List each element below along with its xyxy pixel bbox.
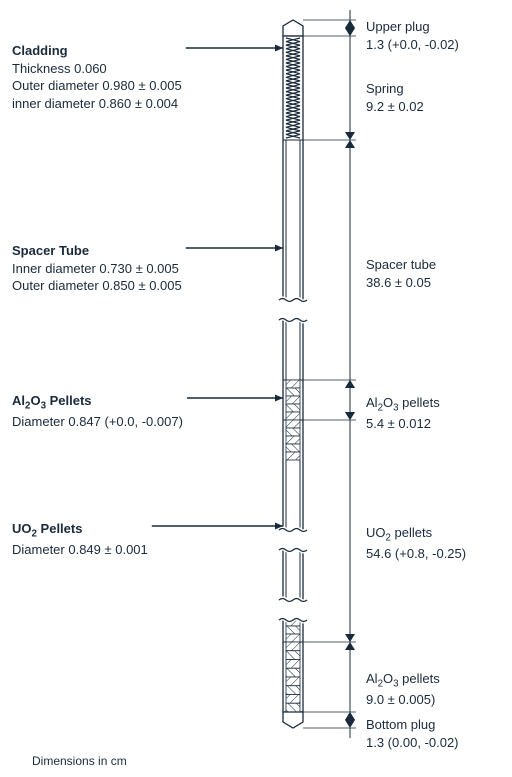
right-label-4-name: UO2 pellets — [366, 524, 466, 545]
left-label-3: UO2 PelletsDiameter 0.849 ± 0.001 — [12, 520, 148, 558]
right-label-3-value: 5.4 ± 0.012 — [366, 415, 440, 433]
right-label-3-name: Al2O3 pellets — [366, 394, 440, 415]
left-label-2: Al2O3 PelletsDiameter 0.847 (+0.0, -0.00… — [12, 392, 183, 430]
footnote: Dimensions in cm — [32, 754, 127, 768]
left-label-1: Spacer TubeInner diameter 0.730 ± 0.005O… — [12, 242, 182, 295]
right-label-6: Bottom plug1.3 (0.00, -0.02) — [366, 716, 459, 751]
right-label-0: Upper plug1.3 (+0.0, -0.02) — [366, 18, 459, 53]
right-label-2-value: 38.6 ± 0.05 — [366, 274, 436, 292]
right-label-5: Al2O3 pellets9.0 ± 0.005) — [366, 670, 440, 708]
left-label-0-line-2: inner diameter 0.860 ± 0.004 — [12, 95, 182, 113]
left-label-0-line-1: Outer diameter 0.980 ± 0.005 — [12, 77, 182, 95]
left-label-0-title: Cladding — [12, 42, 182, 60]
left-label-1-title: Spacer Tube — [12, 242, 182, 260]
right-label-6-name: Bottom plug — [366, 716, 459, 734]
left-label-0-line-0: Thickness 0.060 — [12, 60, 182, 78]
right-label-1-value: 9.2 ± 0.02 — [366, 98, 424, 116]
left-label-3-line-0: Diameter 0.849 ± 0.001 — [12, 541, 148, 559]
right-label-2: Spacer tube38.6 ± 0.05 — [366, 256, 436, 291]
right-label-0-value: 1.3 (+0.0, -0.02) — [366, 36, 459, 54]
left-label-3-title: UO2 Pellets — [12, 520, 148, 541]
right-label-5-name: Al2O3 pellets — [366, 670, 440, 691]
left-label-1-line-0: Inner diameter 0.730 ± 0.005 — [12, 260, 182, 278]
right-label-4-value: 54.6 (+0.8, -0.25) — [366, 545, 466, 563]
left-label-2-title: Al2O3 Pellets — [12, 392, 183, 413]
right-label-3: Al2O3 pellets5.4 ± 0.012 — [366, 394, 440, 432]
right-label-1-name: Spring — [366, 80, 424, 98]
left-label-2-line-0: Diameter 0.847 (+0.0, -0.007) — [12, 413, 183, 431]
right-label-2-name: Spacer tube — [366, 256, 436, 274]
left-label-1-line-1: Outer diameter 0.850 ± 0.005 — [12, 277, 182, 295]
right-label-1: Spring9.2 ± 0.02 — [366, 80, 424, 115]
right-label-6-value: 1.3 (0.00, -0.02) — [366, 734, 459, 752]
right-label-0-name: Upper plug — [366, 18, 459, 36]
left-label-0: CladdingThickness 0.060Outer diameter 0.… — [12, 42, 182, 112]
right-label-4: UO2 pellets54.6 (+0.8, -0.25) — [366, 524, 466, 562]
right-label-5-value: 9.0 ± 0.005) — [366, 691, 440, 709]
